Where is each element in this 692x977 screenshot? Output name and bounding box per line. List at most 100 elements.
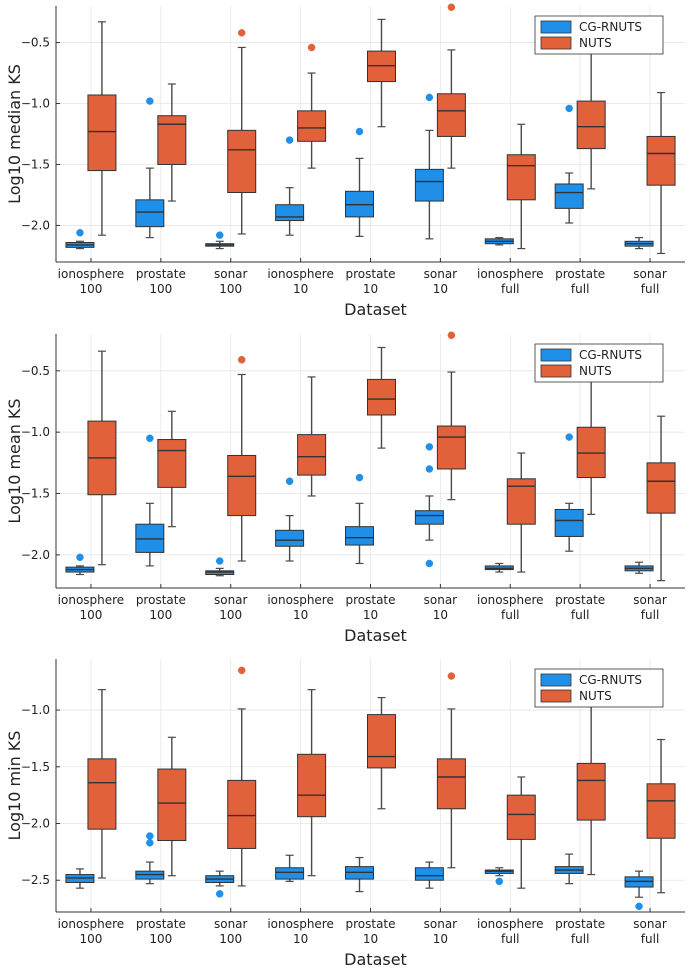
x-tick-label-line2: 10 xyxy=(293,608,308,622)
x-tick-label-line2: 100 xyxy=(149,608,172,622)
iqr-box xyxy=(506,154,536,201)
outlier-point xyxy=(237,29,246,37)
y-tick-label: −1.5 xyxy=(21,487,50,501)
x-tick-label-line1: sonar xyxy=(214,593,248,607)
nuts-box xyxy=(157,736,187,877)
x-tick-label-line1: sonar xyxy=(424,917,458,931)
iqr-box xyxy=(227,454,257,517)
legend-label: CG-RNUTS xyxy=(579,20,642,34)
cg-rnuts-box xyxy=(135,97,165,239)
y-tick-label: −1.0 xyxy=(21,425,50,439)
x-tick-label-line2: 100 xyxy=(79,282,102,296)
outlier-point xyxy=(237,666,246,675)
iqr-box xyxy=(345,526,374,546)
x-tick-label-line1: sonar xyxy=(214,917,248,931)
legend-swatch xyxy=(540,364,572,378)
nuts-box xyxy=(87,689,117,879)
iqr-box xyxy=(87,94,117,172)
x-tick-label-line1: ionosphere xyxy=(58,267,125,281)
iqr-box xyxy=(275,204,305,222)
x-tick-label-line1: ionosphere xyxy=(267,593,334,607)
x-tick-label-line2: 100 xyxy=(79,608,102,622)
x-tick-label-line1: ionosphere xyxy=(58,917,125,931)
y-axis-label: Log10 min KS xyxy=(5,731,24,841)
cg-rnuts-box xyxy=(484,237,514,246)
x-tick-label-line2: 10 xyxy=(293,282,308,296)
outlier-point xyxy=(146,97,154,105)
x-tick-label-line2: 10 xyxy=(433,932,448,946)
panel-3: −2.5−2.0−1.5−1.0ionosphere100prostate100… xyxy=(5,659,685,969)
nuts-box xyxy=(436,331,466,501)
x-tick-label-line1: sonar xyxy=(424,593,458,607)
x-tick-label-line1: sonar xyxy=(214,267,248,281)
iqr-box xyxy=(506,794,536,840)
outlier-point xyxy=(237,356,246,364)
legend: CG-RNUTS NUTS xyxy=(534,15,664,55)
cg-rnuts-box xyxy=(65,553,95,576)
cg-rnuts-box xyxy=(624,870,654,911)
x-tick-label-line1: prostate xyxy=(345,267,395,281)
y-tick-label: −1.5 xyxy=(21,157,50,171)
nuts-box xyxy=(297,689,327,877)
cg-rnuts-box xyxy=(554,104,584,224)
y-tick-label: −0.5 xyxy=(21,36,50,50)
nuts-box xyxy=(297,43,327,169)
x-tick-label-line1: ionosphere xyxy=(477,593,544,607)
x-tick-label-line1: prostate xyxy=(345,917,395,931)
outlier-point xyxy=(425,465,434,473)
cg-rnuts-box xyxy=(554,433,584,552)
iqr-box xyxy=(554,183,584,209)
iqr-box xyxy=(576,762,606,821)
iqr-box xyxy=(646,783,676,839)
legend-swatch xyxy=(540,20,572,34)
outlier-point xyxy=(447,672,456,680)
x-tick-label-line2: 100 xyxy=(149,932,172,946)
cg-rnuts-box xyxy=(554,853,584,885)
outlier-point xyxy=(355,127,364,136)
cg-rnuts-box xyxy=(275,854,305,882)
iqr-box xyxy=(436,425,466,470)
panel-2: −2.0−1.5−1.0−0.5ionosphere100prostate100… xyxy=(5,331,685,645)
y-tick-label: −1.0 xyxy=(21,97,50,111)
x-tick-label-line2: full xyxy=(641,608,660,622)
nuts-box xyxy=(227,29,257,235)
y-tick-label: −0.5 xyxy=(21,364,50,378)
cg-rnuts-box xyxy=(135,434,165,567)
x-axis-label: Dataset xyxy=(344,300,407,319)
outlier-point xyxy=(215,557,224,565)
x-tick-label-line2: full xyxy=(641,932,660,946)
legend-label: CG-RNUTS xyxy=(579,673,642,687)
outlier-point xyxy=(425,93,434,102)
legend-swatch xyxy=(540,689,572,703)
cg-rnuts-box xyxy=(205,557,235,577)
x-tick-label-line2: 10 xyxy=(433,282,448,296)
nuts-box xyxy=(157,410,187,528)
nuts-box xyxy=(297,376,327,497)
cg-rnuts-box xyxy=(135,832,165,885)
outlier-point xyxy=(146,839,154,847)
iqr-box xyxy=(157,768,187,842)
legend-label: NUTS xyxy=(579,689,612,703)
iqr-box xyxy=(646,462,676,514)
x-tick-label-line2: 100 xyxy=(219,932,242,946)
nuts-box xyxy=(646,415,676,582)
iqr-box xyxy=(227,129,257,194)
x-tick-label-line2: full xyxy=(501,282,520,296)
x-tick-label-line2: full xyxy=(501,608,520,622)
legend-label: CG-RNUTS xyxy=(579,348,642,362)
nuts-box xyxy=(506,123,536,250)
nuts-box xyxy=(367,346,396,449)
panel-1: −2.0−1.5−1.0−0.5ionosphere100prostate100… xyxy=(5,3,685,319)
cg-rnuts-box xyxy=(345,473,374,565)
cg-rnuts-box xyxy=(414,861,444,889)
outlier-point xyxy=(425,559,434,568)
nuts-box xyxy=(367,18,396,128)
x-tick-label-line1: prostate xyxy=(136,267,186,281)
y-tick-label: −2.0 xyxy=(21,817,50,831)
x-tick-label-line1: ionosphere xyxy=(477,917,544,931)
x-tick-label-line1: ionosphere xyxy=(267,267,334,281)
x-tick-label-line2: full xyxy=(641,282,660,296)
x-tick-label-line1: ionosphere xyxy=(58,593,125,607)
outlier-point xyxy=(285,477,294,485)
x-tick-label-line2: full xyxy=(571,282,590,296)
